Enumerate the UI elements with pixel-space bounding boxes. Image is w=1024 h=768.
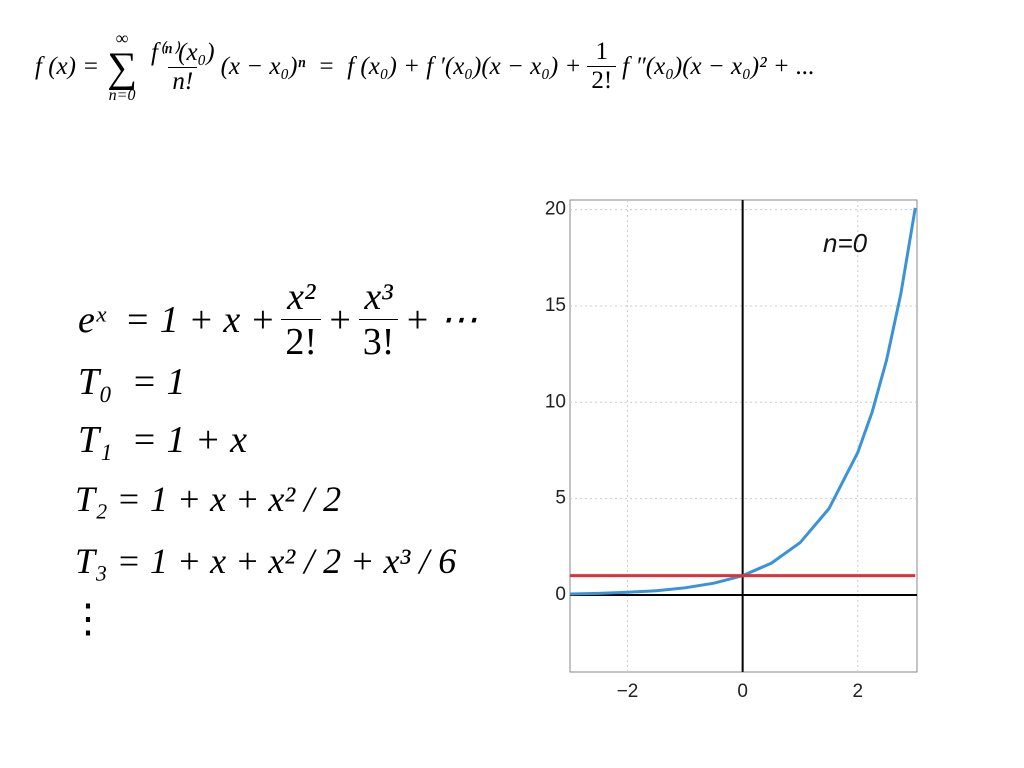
y-tick-label: 0 xyxy=(555,584,566,605)
y-tick-label: 5 xyxy=(555,488,566,509)
taylor-formula: f (x) = ∞ ∑ n=0 f⁽ⁿ⁾(x₀) n! (x − x₀)ⁿ = … xyxy=(35,28,815,105)
t0-formula: T₀ = 1 xyxy=(78,361,186,403)
fraction: 1 2! xyxy=(587,38,617,95)
fraction: x² 2! xyxy=(281,275,322,364)
text: + xyxy=(327,298,353,341)
sum: ∞ ∑ n=0 xyxy=(107,28,137,105)
text: x² xyxy=(287,276,316,318)
t2-formula: T₂ = 1 + x + x² / 2 xyxy=(75,479,342,519)
text: f⁽ⁿ⁾(x₀) xyxy=(151,39,215,66)
annotation: n=0 xyxy=(823,228,868,258)
text: eˣ = 1 + x + xyxy=(78,298,276,341)
text: 1 xyxy=(595,38,609,65)
text: ∞ xyxy=(115,28,129,48)
ellipsis: ⋮ xyxy=(68,596,108,641)
y-tick-label: 15 xyxy=(545,295,566,316)
y-tick-label: 20 xyxy=(545,199,566,220)
text: 2! xyxy=(587,66,617,95)
fraction: f⁽ⁿ⁾(x₀) n! xyxy=(151,37,215,96)
text: (x − x₀)ⁿ = f (x₀) + f ′(x₀)(x − x₀) + xyxy=(220,52,582,80)
text: 2! xyxy=(281,319,322,364)
text: 3! xyxy=(358,319,399,364)
text: n! xyxy=(168,67,198,96)
t1-formula: T₁ = 1 + x xyxy=(78,419,247,461)
text: n=0 xyxy=(108,87,136,104)
t3-formula: T₃ = 1 + x + x² / 2 + x³ / 6 xyxy=(75,541,457,581)
text: f (x) = xyxy=(35,52,100,80)
exp-formula: eˣ = 1 + x + x² 2! + x³ 3! + ⋯ xyxy=(78,275,478,364)
y-tick-label: 10 xyxy=(545,391,566,412)
text: x³ xyxy=(364,276,393,318)
series-line xyxy=(569,207,917,596)
x-tick-label: 0 xyxy=(737,681,748,702)
text: + ⋯ xyxy=(404,299,478,341)
text: ∑ xyxy=(107,45,138,91)
text: f ″(x₀)(x − x₀)² + ... xyxy=(622,52,815,80)
x-tick-label: −2 xyxy=(617,681,639,702)
fraction: x³ 3! xyxy=(358,275,399,364)
x-tick-label: 2 xyxy=(852,681,863,702)
